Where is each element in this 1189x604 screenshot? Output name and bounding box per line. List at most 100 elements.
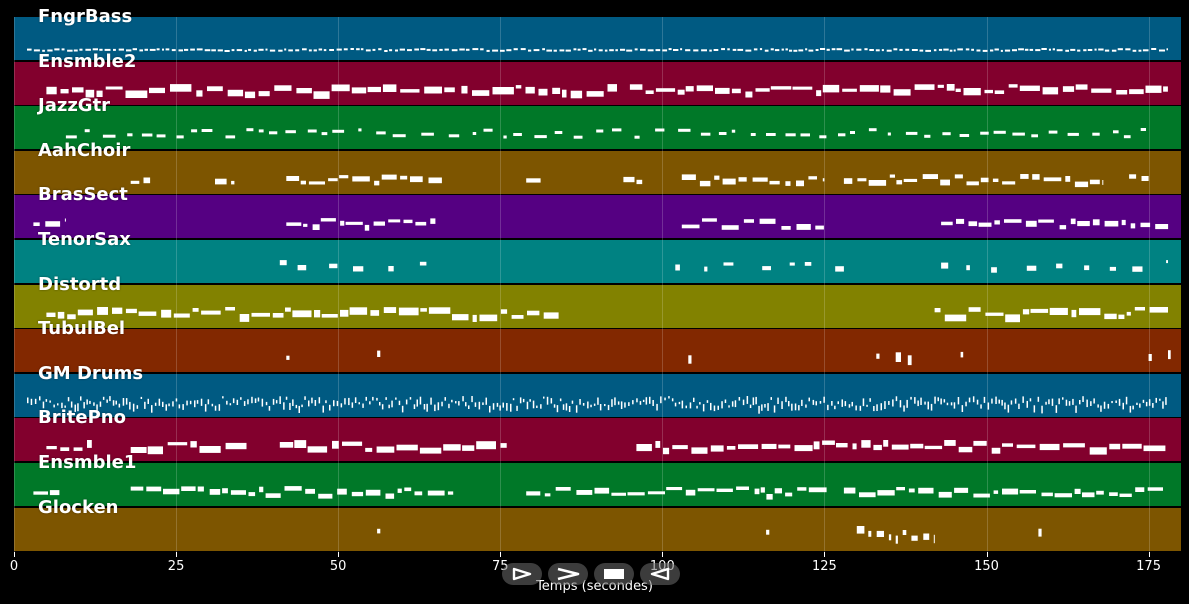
track-distortd	[14, 284, 1181, 328]
note	[902, 529, 907, 535]
note	[536, 405, 538, 408]
track-glocken	[14, 507, 1181, 551]
note	[980, 177, 989, 182]
note	[869, 397, 871, 402]
note	[462, 445, 475, 452]
note	[472, 132, 477, 136]
note	[61, 402, 63, 408]
note	[721, 225, 739, 231]
note	[942, 132, 951, 136]
note	[332, 129, 345, 133]
note	[439, 48, 443, 51]
note	[138, 311, 157, 316]
note	[1136, 402, 1138, 405]
note	[746, 395, 749, 404]
note	[1070, 218, 1076, 225]
note	[914, 83, 935, 90]
note	[295, 49, 300, 52]
note	[388, 219, 401, 223]
note	[127, 133, 133, 137]
note	[844, 49, 850, 52]
note	[351, 491, 364, 497]
note	[709, 49, 712, 52]
note	[1087, 49, 1093, 51]
note	[1149, 306, 1168, 313]
note	[451, 49, 458, 52]
note	[834, 405, 836, 409]
note	[226, 400, 228, 405]
note	[1083, 49, 1087, 52]
note	[204, 49, 211, 52]
note	[785, 396, 787, 402]
note	[922, 173, 938, 179]
note	[279, 396, 281, 404]
note	[395, 397, 397, 400]
note	[1010, 400, 1013, 405]
note	[428, 177, 442, 183]
note	[500, 49, 505, 52]
note	[308, 49, 312, 52]
note	[125, 90, 148, 98]
note	[691, 447, 708, 455]
note	[472, 314, 477, 322]
note	[1082, 395, 1084, 402]
note	[308, 400, 310, 407]
note	[274, 84, 292, 91]
note	[1138, 49, 1142, 52]
note	[351, 402, 354, 408]
note	[285, 307, 291, 312]
note	[104, 48, 111, 51]
note	[1109, 492, 1118, 496]
note	[681, 224, 700, 229]
note	[294, 440, 307, 449]
note	[764, 49, 769, 52]
note	[113, 48, 116, 51]
note-layer	[279, 260, 1168, 273]
rewind-button[interactable]	[640, 563, 680, 585]
note	[218, 403, 221, 411]
play-forward-button[interactable]	[502, 563, 542, 585]
note	[876, 530, 884, 537]
note	[396, 445, 418, 451]
note	[370, 309, 380, 316]
note	[413, 404, 416, 409]
note	[609, 49, 614, 52]
note	[1098, 48, 1104, 51]
note	[399, 48, 405, 51]
note	[377, 528, 381, 533]
note	[724, 399, 727, 403]
note	[239, 313, 250, 322]
note	[447, 491, 454, 495]
note	[805, 404, 807, 408]
note	[106, 399, 108, 403]
note	[859, 84, 879, 92]
note	[1031, 134, 1038, 138]
note	[158, 398, 161, 406]
note	[808, 397, 810, 402]
fast-forward-button[interactable]	[548, 563, 588, 585]
note	[318, 48, 323, 51]
note	[391, 400, 393, 408]
note	[976, 399, 979, 405]
note	[1166, 48, 1168, 51]
note	[873, 445, 882, 451]
note	[875, 49, 880, 52]
note	[383, 306, 397, 313]
note	[407, 49, 412, 52]
note	[1121, 220, 1126, 226]
note	[1075, 405, 1077, 413]
note	[46, 446, 57, 450]
note	[465, 401, 467, 407]
note	[546, 396, 549, 405]
note	[372, 396, 374, 401]
stop-button[interactable]	[594, 563, 634, 585]
note	[553, 49, 557, 52]
note	[313, 90, 330, 99]
note	[662, 49, 668, 52]
note	[594, 48, 597, 51]
note	[980, 404, 982, 409]
note	[634, 135, 640, 139]
note	[576, 490, 593, 495]
note	[852, 443, 857, 450]
note	[89, 400, 91, 404]
